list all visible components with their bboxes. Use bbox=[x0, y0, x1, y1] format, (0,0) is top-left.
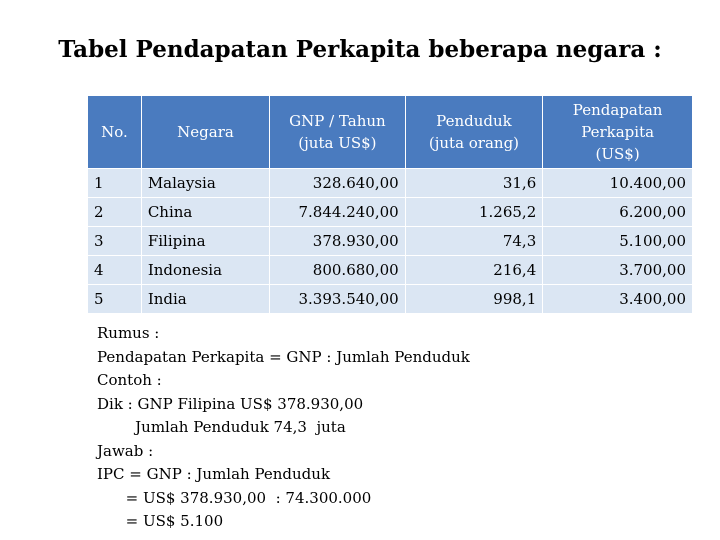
page-title: Tabel Pendapatan Perkapita beberapa nega… bbox=[58, 36, 662, 63]
table-row: 4 Indonesia 800.680,00 216,4 3.700,00 bbox=[88, 255, 692, 284]
cell-negara: Filipina bbox=[141, 226, 271, 255]
income-table: No. Negara GNP / Tahun (juta US$) Pendud… bbox=[88, 96, 692, 313]
cell-gnp: 378.930,00 bbox=[270, 226, 406, 255]
cell-negara: India bbox=[141, 284, 271, 313]
cell-gnp: 800.680,00 bbox=[270, 255, 406, 284]
cell-no: 4 bbox=[88, 255, 142, 284]
note-line: Jawab : bbox=[97, 441, 154, 460]
header-negara: Negara bbox=[141, 96, 271, 168]
note-line: Dik : GNP Filipina US$ 378.930,00 bbox=[97, 394, 364, 413]
note-line: Contoh : bbox=[97, 371, 162, 389]
header-pendapatan-perkapita: Pendapatan Perkapita (US$) bbox=[543, 96, 692, 168]
cell-negara: Indonesia bbox=[141, 255, 271, 284]
cell-penduduk: 31,6 bbox=[405, 168, 544, 197]
cell-no: 3 bbox=[88, 226, 142, 255]
cell-penduduk: 74,3 bbox=[405, 226, 544, 255]
cell-ipc: 5.100,00 bbox=[543, 226, 692, 255]
cell-ipc: 3.700,00 bbox=[543, 255, 692, 284]
cell-no: 2 bbox=[88, 197, 142, 226]
cell-penduduk: 1.265,2 bbox=[405, 197, 544, 226]
cell-no: 5 bbox=[88, 284, 142, 313]
header-gnp: GNP / Tahun (juta US$) bbox=[270, 96, 406, 168]
cell-no: 1 bbox=[88, 168, 142, 197]
formula-notes: Rumus : Pendapatan Perkapita = GNP : Juml… bbox=[97, 322, 470, 534]
table-row: 3 Filipina 378.930,00 74,3 5.100,00 bbox=[88, 226, 692, 255]
cell-negara: China bbox=[141, 197, 271, 226]
note-line: = US$ 5.100 bbox=[97, 512, 224, 530]
cell-ipc: 6.200,00 bbox=[543, 197, 692, 226]
note-line: Pendapatan Perkapita = GNP : Jumlah Pend… bbox=[97, 347, 470, 366]
cell-ipc: 3.400,00 bbox=[543, 284, 692, 313]
cell-gnp: 7.844.240,00 bbox=[270, 197, 406, 226]
table-header-row: No. Negara GNP / Tahun (juta US$) Pendud… bbox=[88, 96, 692, 168]
cell-penduduk: 216,4 bbox=[405, 255, 544, 284]
note-line: = US$ 378.930,00 : 74.300.000 bbox=[97, 488, 372, 507]
table-row: 1 Malaysia 328.640,00 31,6 10.400,00 bbox=[88, 168, 692, 197]
note-line: IPC = GNP : Jumlah Penduduk bbox=[97, 465, 331, 483]
header-no: No. bbox=[88, 96, 142, 168]
cell-gnp: 328.640,00 bbox=[270, 168, 406, 197]
cell-negara: Malaysia bbox=[141, 168, 271, 197]
cell-penduduk: 998,1 bbox=[405, 284, 544, 313]
note-line: Jumlah Penduduk 74,3 juta bbox=[97, 418, 346, 436]
header-penduduk: Penduduk (juta orang) bbox=[405, 96, 544, 168]
cell-gnp: 3.393.540,00 bbox=[270, 284, 406, 313]
table-row: 2 China 7.844.240,00 1.265,2 6.200,00 bbox=[88, 197, 692, 226]
note-line: Rumus : bbox=[97, 324, 160, 342]
table-row: 5 India 3.393.540,00 998,1 3.400,00 bbox=[88, 284, 692, 313]
cell-ipc: 10.400,00 bbox=[543, 168, 692, 197]
